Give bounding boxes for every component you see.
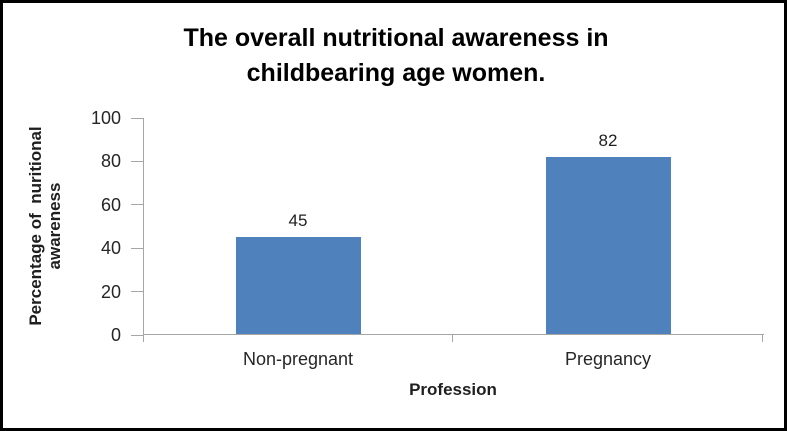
x-tick-mark bbox=[143, 335, 144, 342]
y-tick-label: 40 bbox=[100, 238, 121, 259]
category-label-pregnancy: Pregnancy bbox=[564, 349, 652, 369]
x-axis-title: Profession bbox=[409, 380, 497, 399]
x-axis-line bbox=[143, 334, 764, 335]
plot-area: Percentage of nuritional awareness Profe… bbox=[26, 108, 764, 399]
y-tick-mark bbox=[131, 291, 143, 293]
bar-value-label: 45 bbox=[288, 210, 308, 230]
y-axis-title: Percentage of nuritional awareness bbox=[25, 104, 65, 348]
bar-pregnancy bbox=[545, 156, 671, 334]
y-axis-title-line1: Percentage of nuritional bbox=[26, 126, 45, 326]
y-tick-label: 20 bbox=[100, 281, 121, 302]
y-tick-mark bbox=[131, 334, 143, 336]
y-tick-mark bbox=[131, 247, 143, 249]
y-tick-mark bbox=[131, 204, 143, 206]
y-tick-mark bbox=[131, 160, 143, 162]
y-axis-title-line2: awareness bbox=[45, 182, 64, 270]
x-tick-mark bbox=[452, 335, 453, 342]
y-tick-label: 0 bbox=[110, 325, 121, 345]
category-label-non-pregnant: Non-pregnant bbox=[242, 349, 354, 369]
bar-non-pregnant bbox=[235, 236, 361, 334]
y-tick-label: 80 bbox=[100, 151, 121, 172]
x-tick-mark bbox=[762, 335, 763, 342]
chart-title: The overall nutritional awareness in chi… bbox=[183, 24, 609, 87]
y-axis-line bbox=[143, 118, 144, 335]
y-tick-label: 100 bbox=[90, 108, 121, 128]
y-tick-mark bbox=[131, 117, 143, 119]
y-tick-label: 60 bbox=[100, 194, 121, 215]
bar-value-label: 82 bbox=[598, 130, 618, 150]
